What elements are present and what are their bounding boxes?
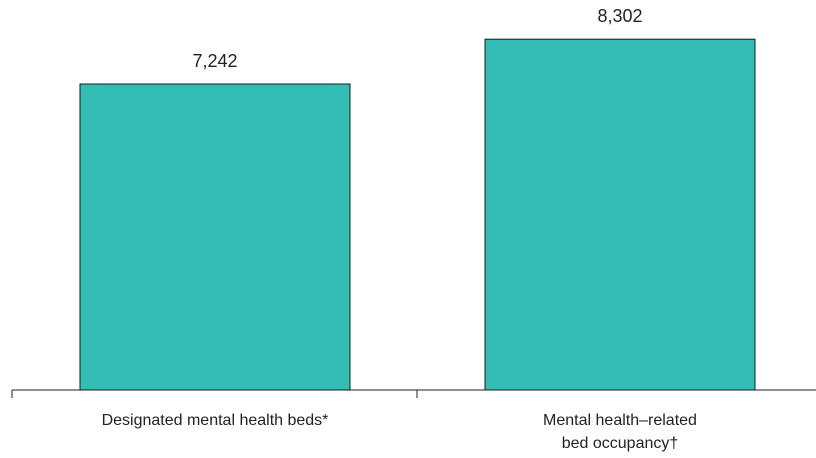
value-label-2: 8,302 xyxy=(597,6,642,26)
labels: 7,242 Designated mental health beds* 8,302… xyxy=(102,6,697,452)
category-label-2-line-1: Mental health–related xyxy=(543,412,697,429)
bar-2 xyxy=(484,38,756,391)
category-label-2-line-2: bed occupancy† xyxy=(562,435,679,452)
category-label-1-line-1: Designated mental health beds* xyxy=(102,412,329,429)
bars xyxy=(79,38,756,391)
x-axis xyxy=(11,389,816,398)
value-label-1: 7,242 xyxy=(192,51,237,71)
bar-1 xyxy=(79,83,351,391)
